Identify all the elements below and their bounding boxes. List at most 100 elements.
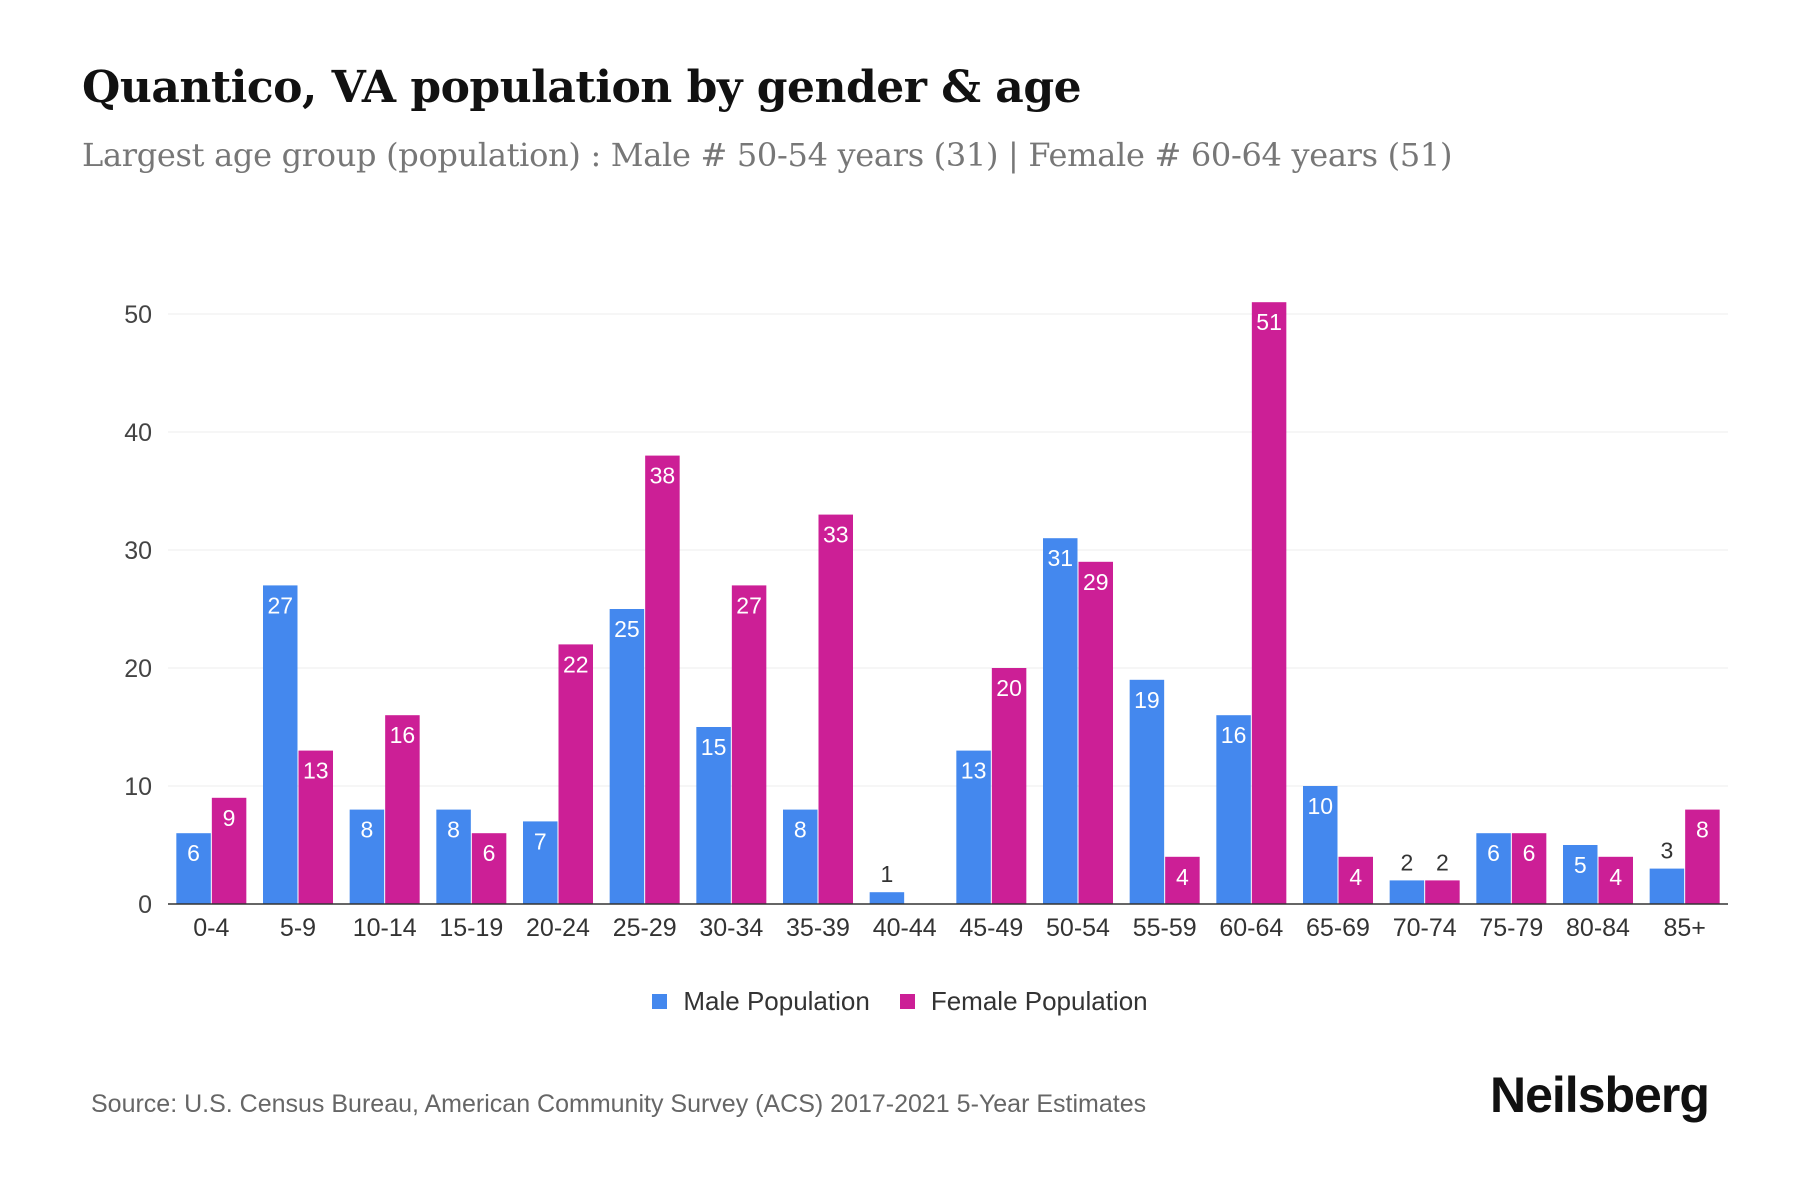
data-label: 31 [1047, 545, 1073, 571]
bar-female [1078, 561, 1113, 904]
bar-female [731, 585, 767, 904]
data-label: 13 [961, 758, 987, 784]
bar-female [1598, 856, 1633, 904]
data-label: 3 [1661, 838, 1674, 864]
legend-swatch-female [899, 994, 915, 1009]
bar-male [1303, 786, 1338, 904]
x-tick-label: 0-4 [193, 914, 229, 942]
bar-male [1043, 538, 1078, 904]
data-label: 27 [736, 592, 762, 618]
x-tick-label: 25-29 [613, 914, 677, 942]
chart-title: Quantico, VA population by gender & age [82, 62, 1082, 113]
x-tick-label: 5-9 [280, 914, 316, 942]
bar-female [1165, 856, 1200, 904]
data-label: 4 [1176, 864, 1189, 890]
bar-male [436, 809, 471, 904]
data-label: 9 [223, 805, 236, 831]
data-label: 51 [1256, 309, 1282, 335]
data-label: 16 [1221, 722, 1247, 748]
data-label: 27 [267, 592, 293, 618]
data-label: 4 [1609, 864, 1622, 890]
x-tick-label: 85+ [1663, 914, 1705, 942]
x-tick-label: 30-34 [699, 914, 763, 942]
x-tick-label: 80-84 [1566, 914, 1630, 942]
source-note: Source: U.S. Census Bureau, American Com… [91, 1090, 1147, 1118]
bar-female [1511, 833, 1547, 904]
data-label: 6 [1487, 840, 1500, 866]
x-tick-label: 50-54 [1046, 914, 1110, 942]
data-label: 1 [881, 861, 894, 887]
bar-female [211, 797, 247, 904]
x-tick-label: 60-64 [1219, 914, 1283, 942]
bar-male [1476, 833, 1511, 904]
data-label: 22 [563, 651, 589, 677]
x-tick-label: 65-69 [1306, 914, 1370, 942]
data-label: 8 [447, 817, 460, 843]
bar-female [1338, 856, 1373, 904]
bar-female [818, 514, 853, 904]
bar-male [609, 609, 645, 904]
x-tick-label: 20-24 [526, 914, 590, 942]
bar-male [1649, 868, 1685, 904]
bar-female [1425, 880, 1460, 904]
bar-male [783, 809, 818, 904]
y-tick-label: 20 [124, 655, 152, 683]
bar-male [1389, 880, 1425, 904]
x-tick-label: 15-19 [439, 914, 503, 942]
x-tick-label: 35-39 [786, 914, 850, 942]
bar-female [1251, 302, 1287, 904]
data-label: 5 [1574, 852, 1587, 878]
data-label: 33 [823, 522, 849, 548]
data-label: 29 [1083, 569, 1109, 595]
bar-male [176, 833, 211, 904]
data-label: 4 [1349, 864, 1362, 890]
x-tick-label: 70-74 [1393, 914, 1457, 942]
data-label: 10 [1307, 793, 1333, 819]
data-label: 25 [614, 616, 640, 642]
data-label: 6 [1523, 840, 1536, 866]
x-tick-label: 75-79 [1479, 914, 1543, 942]
legend-item-female: Female Population [899, 986, 1148, 1017]
data-label: 13 [303, 758, 329, 784]
neilsberg-logo: Neilsberg [1490, 1067, 1710, 1123]
data-label: 2 [1436, 849, 1449, 875]
data-label: 7 [534, 828, 547, 854]
data-label: 2 [1401, 849, 1414, 875]
y-tick-label: 40 [124, 419, 152, 447]
legend-swatch-male [652, 994, 668, 1009]
legend-label-female: Female Population [930, 986, 1148, 1016]
data-label: 8 [1696, 817, 1709, 843]
bar-male [869, 892, 905, 904]
bar-male [349, 809, 385, 904]
data-label: 38 [650, 463, 676, 489]
data-label: 6 [483, 840, 496, 866]
bar-female [991, 668, 1027, 904]
legend-item-male: Male Population [652, 986, 870, 1017]
data-label: 15 [701, 734, 727, 760]
bar-female [645, 455, 680, 904]
y-tick-label: 30 [124, 537, 152, 565]
data-label: 8 [794, 817, 807, 843]
bar-male [1129, 679, 1165, 904]
y-tick-label: 0 [138, 891, 152, 919]
bar-female [471, 833, 507, 904]
x-tick-label: 10-14 [353, 914, 417, 942]
y-tick-label: 10 [124, 773, 152, 801]
data-label: 19 [1134, 687, 1160, 713]
legend-label-male: Male Population [683, 986, 870, 1016]
bar-male [956, 750, 991, 904]
data-label: 16 [390, 722, 416, 748]
bar-male [696, 727, 731, 904]
bar-male [263, 585, 298, 904]
x-tick-label: 45-49 [959, 914, 1023, 942]
data-label: 8 [361, 817, 374, 843]
bar-female [385, 715, 420, 904]
y-tick-label: 50 [124, 301, 152, 329]
bar-male [1563, 845, 1598, 904]
data-label: 20 [996, 675, 1022, 701]
data-label: 6 [187, 840, 200, 866]
legend: Male Population Female Population [0, 986, 1800, 1017]
x-tick-label: 55-59 [1133, 914, 1197, 942]
bar-female [298, 750, 333, 904]
